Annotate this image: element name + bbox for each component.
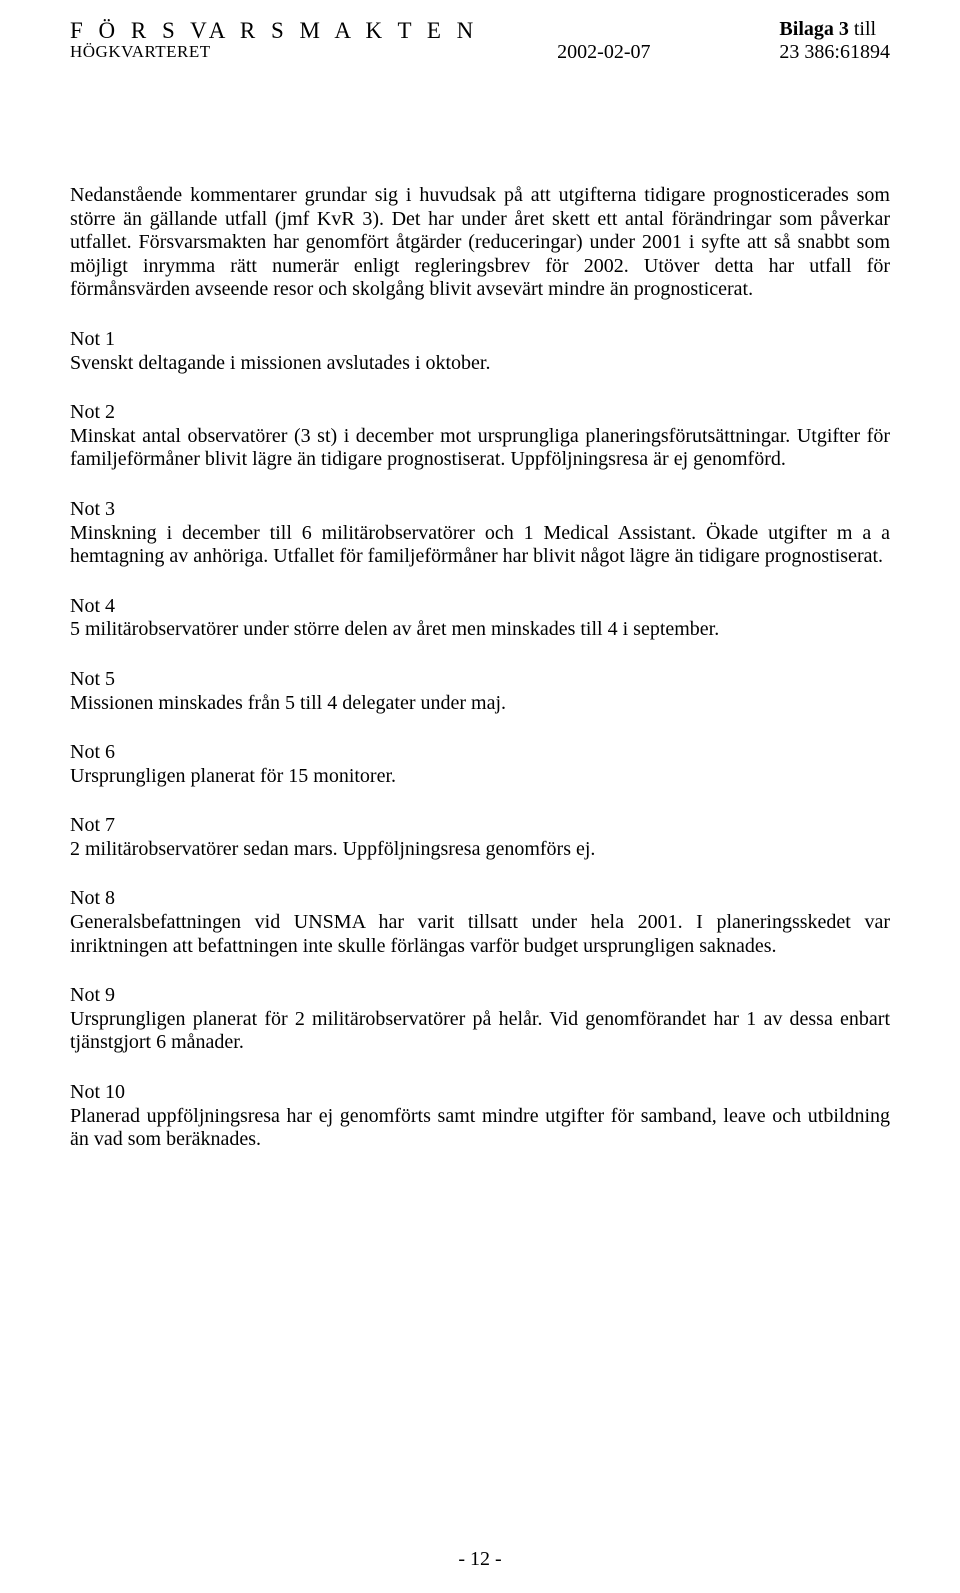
note-title: Not 6: [70, 741, 890, 765]
note-title: Not 9: [70, 984, 890, 1008]
note-title: Not 8: [70, 887, 890, 911]
note-3: Not 3Minskning i december till 6 militär…: [70, 498, 890, 569]
header-bilaga-suffix: till: [849, 18, 876, 40]
note-8: Not 8Generalsbefattningen vid UNSMA har …: [70, 887, 890, 958]
header-date: 2002-02-07: [557, 41, 650, 64]
note-body: Ursprungligen planerat för 15 monitorer.: [70, 765, 890, 789]
note-title: Not 1: [70, 328, 890, 352]
note-2: Not 2Minskat antal observatörer (3 st) i…: [70, 401, 890, 472]
header-bilaga-bold: Bilaga 3: [779, 18, 848, 40]
header-left: F Ö R S VA R S M A K T E N HÖGKVARTERET: [70, 18, 478, 62]
note-body: Minskat antal observatörer (3 st) i dece…: [70, 425, 890, 472]
note-9: Not 9Ursprungligen planerat för 2 militä…: [70, 984, 890, 1055]
note-title: Not 5: [70, 668, 890, 692]
note-6: Not 6Ursprungligen planerat för 15 monit…: [70, 741, 890, 788]
header-bilaga: Bilaga 3 till: [779, 18, 890, 41]
header: F Ö R S VA R S M A K T E N HÖGKVARTERET …: [70, 18, 890, 64]
note-body: Ursprungligen planerat för 2 militärobse…: [70, 1008, 890, 1055]
note-5: Not 5Missionen minskades från 5 till 4 d…: [70, 668, 890, 715]
note-title: Not 4: [70, 595, 890, 619]
header-right: Bilaga 3 till 23 386:61894: [779, 18, 890, 64]
notes-list: Not 1Svenskt deltagande i missionen avsl…: [70, 328, 890, 1152]
note-body: Svenskt deltagande i missionen avslutade…: [70, 352, 890, 376]
note-title: Not 2: [70, 401, 890, 425]
note-7: Not 72 militärobservatörer sedan mars. U…: [70, 814, 890, 861]
note-title: Not 10: [70, 1081, 890, 1105]
note-1: Not 1Svenskt deltagande i missionen avsl…: [70, 328, 890, 375]
header-sub: HÖGKVARTERET: [70, 42, 478, 62]
note-10: Not 10Planerad uppföljningsresa har ej g…: [70, 1081, 890, 1152]
note-title: Not 7: [70, 814, 890, 838]
header-org: F Ö R S VA R S M A K T E N: [70, 18, 478, 44]
note-body: Minskning i december till 6 militärobser…: [70, 522, 890, 569]
document-page: F Ö R S VA R S M A K T E N HÖGKVARTERET …: [0, 0, 960, 1593]
page-number: - 12 -: [0, 1548, 960, 1571]
header-ref: 23 386:61894: [779, 41, 890, 64]
intro-paragraph: Nedanstående kommentarer grundar sig i h…: [70, 184, 890, 302]
note-body: 2 militärobservatörer sedan mars. Uppföl…: [70, 838, 890, 862]
note-body: Planerad uppföljningsresa har ej genomfö…: [70, 1105, 890, 1152]
note-body: Generalsbefattningen vid UNSMA har varit…: [70, 911, 890, 958]
note-4: Not 45 militärobservatörer under större …: [70, 595, 890, 642]
note-title: Not 3: [70, 498, 890, 522]
note-body: 5 militärobservatörer under större delen…: [70, 618, 890, 642]
note-body: Missionen minskades från 5 till 4 delega…: [70, 692, 890, 716]
